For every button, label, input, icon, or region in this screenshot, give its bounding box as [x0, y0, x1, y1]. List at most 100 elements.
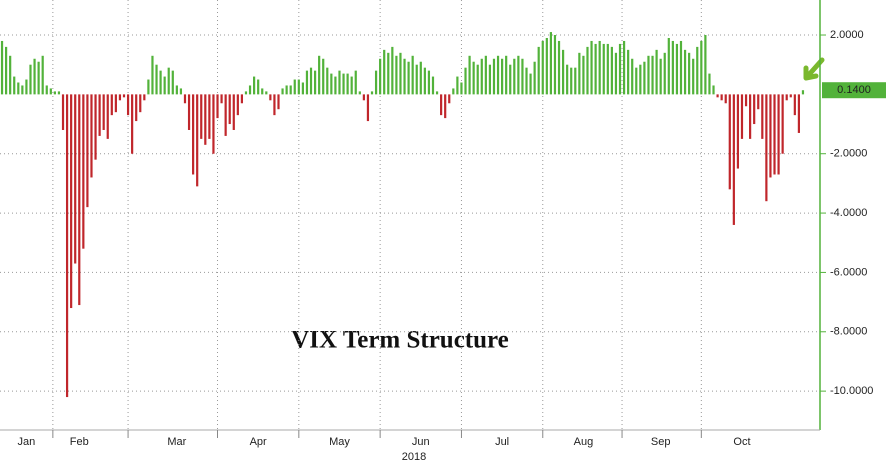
bar: [740, 94, 744, 139]
bar: [74, 94, 77, 264]
bar: [289, 85, 292, 95]
bar: [801, 90, 805, 95]
bar: [537, 46, 540, 95]
bar: [135, 94, 138, 122]
bar: [395, 55, 398, 95]
bar: [631, 58, 634, 95]
bar: [574, 67, 577, 95]
bar: [606, 43, 609, 95]
bar: [761, 94, 764, 139]
bar: [338, 70, 341, 95]
bar: [94, 94, 97, 160]
bar: [590, 40, 593, 95]
x-tick-label: Feb: [70, 436, 89, 448]
bar: [582, 55, 585, 95]
bar: [708, 73, 711, 95]
x-tick-label: Oct: [733, 436, 750, 448]
bar: [700, 40, 703, 95]
y-tick-label: -8.0000: [830, 326, 867, 338]
bar: [586, 46, 589, 95]
bar: [744, 94, 748, 107]
bar: [29, 64, 32, 95]
bar: [232, 94, 235, 130]
bar: [391, 46, 394, 95]
bar: [212, 94, 215, 154]
bar: [387, 52, 390, 95]
bar: [643, 61, 646, 95]
bar: [496, 55, 500, 95]
y-tick-label: 2.0000: [830, 29, 864, 41]
bar: [659, 58, 662, 95]
bar: [322, 58, 325, 95]
bar: [0, 40, 4, 95]
bar: [374, 70, 378, 95]
bar: [635, 67, 638, 95]
bar: [464, 67, 467, 95]
bar: [793, 94, 796, 116]
bar: [240, 94, 244, 104]
bar: [627, 49, 630, 95]
bar: [732, 94, 735, 225]
bar: [86, 94, 89, 208]
bar: [17, 82, 20, 95]
bar: [147, 79, 150, 95]
bar: [419, 61, 422, 95]
bar: [448, 94, 451, 104]
bar: [171, 70, 174, 95]
bar: [525, 67, 528, 95]
bar: [200, 94, 203, 139]
bar: [456, 76, 459, 95]
x-tick-label: May: [329, 436, 350, 448]
bar: [383, 49, 386, 95]
bar: [9, 55, 12, 95]
bar: [25, 79, 28, 95]
bar: [106, 94, 109, 139]
bar: [155, 64, 158, 95]
bar: [313, 70, 317, 95]
bar: [480, 58, 483, 95]
bar: [326, 67, 329, 95]
bar: [277, 94, 280, 110]
bar: [545, 37, 548, 95]
bar: [21, 85, 24, 95]
bar: [208, 94, 211, 139]
last-value-label: 0.1400: [837, 84, 871, 96]
bar: [244, 91, 248, 95]
bar: [163, 76, 166, 95]
bar: [37, 61, 40, 95]
x-tick-label: Jun: [412, 436, 430, 448]
bar: [82, 94, 85, 249]
bar: [175, 85, 178, 95]
bar: [33, 58, 36, 95]
bar: [501, 58, 504, 95]
bar: [257, 79, 260, 95]
bar: [126, 94, 130, 116]
year-label: 2018: [402, 451, 426, 463]
annotation: VIX Term Structure: [291, 327, 509, 354]
bar: [122, 94, 126, 98]
bar: [90, 94, 93, 178]
bar: [720, 94, 723, 101]
y-tick-label: -2.0000: [830, 148, 867, 160]
bar: [712, 85, 715, 95]
bar: [70, 94, 73, 309]
bar: [435, 91, 439, 95]
bar: [683, 49, 687, 95]
bar: [49, 88, 52, 95]
bar: [517, 55, 520, 95]
bar: [614, 52, 618, 95]
bar: [399, 52, 402, 95]
bar: [318, 55, 321, 95]
bar: [4, 46, 8, 95]
bar: [622, 40, 626, 95]
bar: [724, 94, 727, 104]
bar: [427, 70, 431, 95]
bar: [431, 76, 435, 95]
bar: [651, 55, 654, 95]
bar: [618, 43, 622, 95]
bar: [598, 40, 601, 95]
x-tick-label: Jul: [495, 436, 509, 448]
x-tick-label: Sep: [651, 436, 671, 448]
bar: [667, 37, 670, 95]
